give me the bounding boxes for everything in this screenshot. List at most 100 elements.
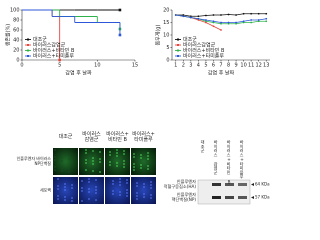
legend-label: 바이러스+타미플루 bbox=[183, 53, 224, 60]
point bbox=[250, 19, 253, 21]
cell bbox=[85, 149, 87, 151]
point bbox=[205, 20, 207, 23]
cell bbox=[123, 163, 125, 165]
cell bbox=[57, 195, 59, 197]
cell bbox=[81, 190, 83, 192]
column-header: 바이러스+ bbox=[106, 131, 129, 138]
cell bbox=[68, 155, 70, 157]
x-tick-label: 10 bbox=[240, 63, 246, 69]
cell bbox=[99, 161, 101, 163]
cell bbox=[88, 191, 90, 193]
lane-label: 대조군 bbox=[200, 139, 205, 153]
cell bbox=[64, 196, 66, 198]
cell bbox=[88, 178, 90, 180]
point bbox=[235, 22, 237, 25]
legend-label: 바이러스+타미플루 bbox=[33, 53, 74, 60]
cell bbox=[85, 162, 87, 164]
cell bbox=[95, 186, 97, 188]
cell bbox=[143, 193, 145, 195]
y-tick-label: 0 bbox=[166, 58, 169, 64]
cell bbox=[143, 186, 145, 188]
x-tick-label: 4 bbox=[197, 63, 200, 69]
point bbox=[189, 16, 192, 19]
x-tick-label: 2 bbox=[182, 63, 185, 69]
point bbox=[197, 19, 200, 21]
cell bbox=[64, 186, 66, 188]
point bbox=[265, 12, 268, 15]
cell bbox=[92, 163, 94, 165]
legend-label: 바이러스+비타민 B bbox=[183, 47, 225, 54]
cell bbox=[57, 178, 59, 180]
micrograph-image bbox=[53, 148, 78, 175]
end-marker bbox=[118, 8, 122, 12]
cell bbox=[126, 179, 128, 181]
x-axis-label: 감염 후 날짜 bbox=[208, 70, 235, 77]
blot-row-label: 적혈구응집소(HA) bbox=[164, 183, 197, 190]
cell bbox=[150, 197, 152, 199]
row-label: 인플루엔자 바이러스 bbox=[17, 155, 52, 161]
legend-marker bbox=[27, 38, 29, 41]
size-arrow bbox=[251, 183, 254, 199]
cell bbox=[143, 196, 145, 198]
cell bbox=[136, 182, 138, 184]
point bbox=[220, 14, 222, 16]
cell bbox=[119, 178, 121, 180]
cell bbox=[95, 192, 97, 194]
x-tick-label: 10 bbox=[94, 63, 100, 69]
size-marker: 64 KDa bbox=[255, 182, 270, 187]
cell bbox=[116, 155, 118, 157]
cell bbox=[119, 194, 121, 196]
point bbox=[212, 21, 215, 24]
legend-marker bbox=[177, 55, 179, 57]
cell bbox=[116, 149, 118, 151]
column-header: 감염군 bbox=[85, 136, 99, 143]
cell bbox=[126, 182, 128, 184]
cell bbox=[68, 171, 70, 173]
point bbox=[257, 12, 260, 15]
cell bbox=[140, 164, 142, 166]
cell bbox=[64, 189, 66, 191]
blot-row-label: 인플루엔자 bbox=[177, 191, 196, 198]
cell bbox=[54, 169, 56, 171]
cell bbox=[85, 152, 87, 154]
point bbox=[212, 20, 215, 23]
cell bbox=[92, 150, 94, 152]
point bbox=[242, 12, 245, 15]
cell bbox=[95, 199, 97, 201]
cell bbox=[99, 158, 101, 160]
cell bbox=[109, 161, 111, 163]
cell bbox=[92, 160, 94, 162]
point bbox=[265, 17, 268, 20]
cell bbox=[133, 169, 135, 171]
cell bbox=[54, 159, 56, 161]
point bbox=[227, 22, 230, 25]
cell bbox=[140, 154, 142, 156]
cell bbox=[119, 191, 121, 193]
cell bbox=[88, 198, 90, 200]
cell bbox=[95, 179, 97, 181]
cell bbox=[64, 183, 66, 185]
point bbox=[197, 17, 200, 20]
point bbox=[174, 14, 177, 16]
cell bbox=[92, 170, 94, 172]
blot-band bbox=[238, 183, 247, 186]
row-label: 세포핵 bbox=[40, 187, 51, 193]
cell bbox=[61, 157, 63, 159]
blot-band bbox=[212, 183, 221, 186]
cell bbox=[64, 199, 66, 201]
point bbox=[205, 21, 207, 24]
cell bbox=[133, 163, 135, 165]
lane-label: 바이러스 감염군 bbox=[213, 139, 218, 175]
cell bbox=[143, 183, 145, 185]
x-tick-label: 3 bbox=[189, 63, 192, 69]
lane-label: 바이러스+타미플루 bbox=[239, 139, 244, 180]
legend-label: 바이러스감염군 bbox=[183, 42, 216, 49]
legend-marker bbox=[27, 55, 29, 57]
legend-label: 대조군 bbox=[183, 36, 197, 43]
cell bbox=[150, 181, 152, 183]
x-tick-label: 8 bbox=[227, 63, 230, 69]
y-tick-label: 40 bbox=[13, 38, 19, 44]
point bbox=[205, 19, 207, 21]
cell bbox=[133, 156, 135, 158]
